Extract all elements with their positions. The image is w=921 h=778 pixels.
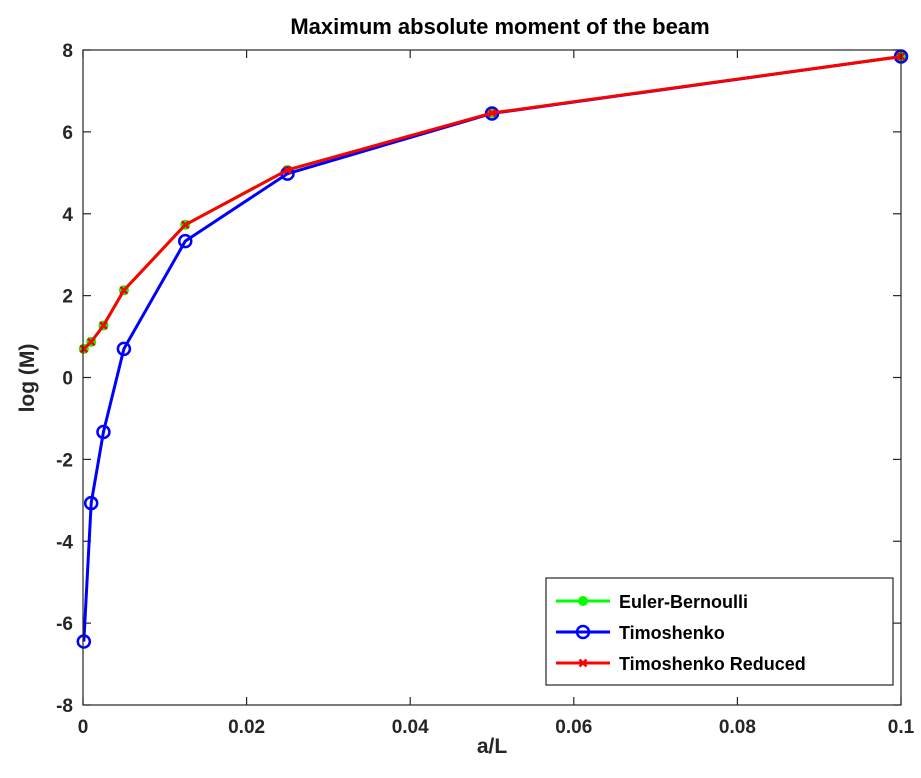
data-point-stroke [283, 165, 292, 175]
x-tick-label: 0.1 [888, 717, 915, 738]
legend-marker [578, 596, 588, 606]
data-point [116, 341, 132, 357]
legend-label: Timoshenko [619, 623, 725, 643]
y-tick-label: 8 [62, 41, 73, 62]
data-point [83, 495, 99, 511]
y-tick-label: -2 [56, 450, 73, 471]
y-tick-label: 4 [62, 205, 73, 226]
axes: 0 0.02 0.04 0.06 0.08 0.1 -8 -6 -4 -2 0 2 4 6 8 [56, 41, 915, 738]
x-axis-label: a/L [477, 735, 508, 758]
y-tick-label: -8 [56, 696, 73, 717]
legend-marker-stroke [578, 658, 588, 668]
x-tick-label: 0 [78, 717, 89, 738]
data-point [487, 108, 497, 118]
data-point [79, 344, 89, 354]
legend-label: Timoshenko Reduced [619, 654, 806, 674]
y-tick-label: 2 [62, 287, 73, 308]
x-tick-label: 0.08 [719, 717, 756, 738]
y-tick-label: -4 [56, 532, 73, 553]
legend-marker [578, 658, 588, 668]
x-tick-label: 0.02 [228, 717, 265, 738]
data-point-stroke [119, 285, 129, 295]
y-tick-label: -6 [56, 614, 73, 635]
chart-title: Maximum absolute moment of the beam [290, 14, 709, 39]
legend: Euler-Bernoulli Timoshenko Timoshenko Redu… [545, 577, 894, 686]
data-point [86, 337, 96, 347]
data-point [178, 233, 193, 249]
legend-item: Timoshenko [556, 623, 725, 643]
data-point [119, 285, 129, 295]
y-tick-label: 0 [62, 369, 73, 390]
legend-label: Euler-Bernoulli [619, 592, 748, 612]
y-tick-label: 6 [62, 123, 73, 144]
data-point-stroke [79, 344, 89, 354]
plot-frame [82, 49, 902, 706]
x-tick-label: 0.04 [392, 717, 429, 738]
legend-marker [575, 624, 591, 640]
data-point [283, 165, 292, 175]
data-point [96, 424, 111, 440]
y-axis-label: log (M) [16, 344, 39, 413]
data-point-stroke [487, 108, 497, 118]
data-point [99, 321, 108, 330]
legend-item: Euler-Bernoulli [556, 592, 748, 612]
data-point-stroke [86, 337, 96, 347]
data-point-stroke [180, 220, 190, 230]
data-point [76, 634, 92, 649]
legend-item: Timoshenko Reduced [556, 654, 806, 674]
data-point [180, 220, 190, 230]
x-tick-label: 0.06 [555, 717, 592, 738]
data-point-stroke [99, 321, 108, 330]
